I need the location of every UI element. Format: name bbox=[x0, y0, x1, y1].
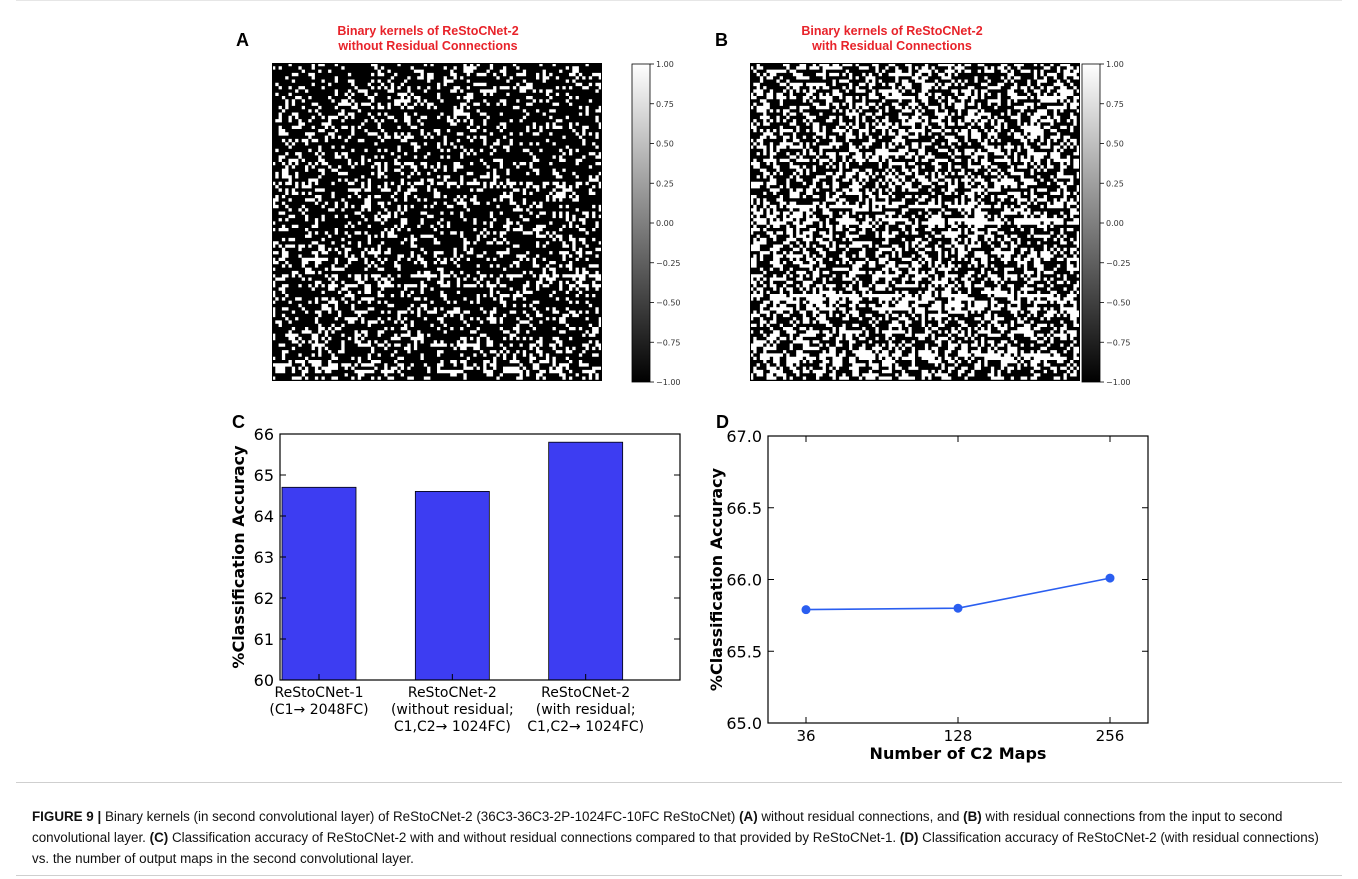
y-tick-label: 60 bbox=[254, 671, 274, 690]
plot-frame bbox=[767, 435, 1149, 724]
panel-a-title-line1: Binary kernels of ReStoCNet-2 bbox=[337, 24, 519, 38]
bar bbox=[548, 441, 624, 681]
y-tick-label: 65.5 bbox=[726, 642, 762, 661]
y-tick-label: 66.5 bbox=[726, 499, 762, 518]
figure-caption: FIGURE 9 | Binary kernels (in second con… bbox=[32, 806, 1332, 869]
colorbar-a: 1.00 0.75 0.50 0.25 0.00 −0.25 −0.50 −0.75 −1.00 bbox=[631, 60, 681, 387]
y-tick-label: 65.0 bbox=[726, 714, 762, 733]
y-tick-label: 63 bbox=[254, 548, 274, 567]
colorbar-tick-label: 1.00 bbox=[656, 60, 674, 69]
colorbar-tick-label: −0.25 bbox=[1106, 259, 1131, 268]
y-tick-label: 66 bbox=[254, 426, 274, 444]
caption-text-4: Classification accuracy of ReStoCNet-2 w… bbox=[168, 830, 900, 845]
x-tick-label: 256 bbox=[1096, 727, 1125, 745]
y-tick-label: 61 bbox=[254, 630, 274, 649]
colorbar-gradient bbox=[1081, 63, 1101, 383]
x-tick-label: ReStoCNet-1 bbox=[275, 685, 364, 701]
kernel-frame bbox=[272, 63, 602, 381]
colorbar-tick-label: 0.50 bbox=[1106, 140, 1124, 149]
colorbar-tick-label: 0.00 bbox=[656, 219, 674, 228]
caption-text-1: Binary kernels (in second convolutional … bbox=[101, 809, 740, 824]
caption-ref-b: (B) bbox=[963, 809, 982, 824]
colorbar-tick-label: −1.00 bbox=[1106, 378, 1131, 387]
caption-text-5: Classification accuracy of ReStoCNet-2 (… bbox=[32, 830, 1319, 866]
panel-a-title: Binary kernels of ReStoCNet-2 without Re… bbox=[278, 24, 578, 54]
colorbar-tick-label: 0.25 bbox=[1106, 179, 1124, 188]
kernel-frame bbox=[750, 63, 1080, 381]
colorbar-tick-label: 0.25 bbox=[656, 179, 674, 188]
y-tick-label: 65 bbox=[254, 466, 274, 485]
caption-ref-d: (D) bbox=[899, 830, 919, 845]
kernel-map-b bbox=[750, 63, 1080, 381]
colorbar-tick-label: −0.75 bbox=[656, 338, 681, 347]
colorbar-tick-label: −0.25 bbox=[656, 259, 681, 268]
y-tick-label: 64 bbox=[254, 507, 274, 526]
data-point bbox=[1105, 573, 1115, 583]
caption-ref-a: (A) bbox=[739, 809, 758, 824]
y-tick-label: 66.0 bbox=[726, 571, 762, 590]
kernel-map-a bbox=[272, 63, 602, 381]
colorbar-tick-label: −0.75 bbox=[1106, 338, 1131, 347]
caption-label: FIGURE 9 | bbox=[32, 809, 102, 824]
colorbar-tick-label: 0.75 bbox=[656, 100, 674, 109]
top-rule bbox=[16, 0, 1342, 1]
caption-ref-c: (C) bbox=[149, 830, 169, 845]
colorbar-tick-label: −1.00 bbox=[656, 378, 681, 387]
y-axis-label: %Classification Accuracy bbox=[707, 467, 726, 691]
x-tick-label: (C1→ 2048FC) bbox=[269, 702, 368, 718]
panel-b-title: Binary kernels of ReStoCNet-2 with Resid… bbox=[742, 24, 1042, 54]
caption-box bbox=[16, 782, 1342, 876]
panel-b-title-line1: Binary kernels of ReStoCNet-2 bbox=[801, 24, 983, 38]
x-tick-label: 36 bbox=[796, 727, 815, 745]
colorbar-tick-label: 0.75 bbox=[1106, 100, 1124, 109]
panel-a-title-line2: without Residual Connections bbox=[338, 39, 518, 53]
colorbar-tick-label: −0.50 bbox=[1106, 299, 1131, 308]
x-tick-label: C1,C2→ 1024FC) bbox=[527, 719, 644, 735]
bar bbox=[414, 491, 490, 681]
x-tick-label: (with residual; bbox=[536, 702, 636, 718]
x-tick-label: 128 bbox=[944, 727, 973, 745]
x-tick-label: ReStoCNet-2 bbox=[541, 685, 630, 701]
panel-letter-c: C bbox=[232, 412, 245, 432]
colorbar-tick-label: 0.00 bbox=[1106, 219, 1124, 228]
panel-letter-d: D bbox=[716, 412, 729, 432]
kernel-white-cells bbox=[750, 63, 1080, 380]
panel-letter-b: B bbox=[715, 30, 728, 50]
colorbar-tick-label: 1.00 bbox=[1106, 60, 1124, 69]
x-tick-label: (without residual; bbox=[391, 702, 514, 718]
caption-text-2: without residual connections, and bbox=[757, 809, 964, 824]
colorbar-b: 1.00 0.75 0.50 0.25 0.00 −0.25 −0.50 −0.75 −1.00 bbox=[1081, 60, 1131, 387]
colorbar-tick-label: −0.50 bbox=[656, 299, 681, 308]
y-axis-label: %Classification Accuracy bbox=[229, 445, 248, 669]
x-tick-label: C1,C2→ 1024FC) bbox=[394, 719, 511, 735]
x-axis-label: Number of C2 Maps bbox=[870, 744, 1047, 763]
bar-chart: 60 61 62 63 64 65 66 ReStoCNet-1(C1→ 2048FC) ReS… bbox=[229, 426, 681, 735]
colorbar-tick-label: 0.50 bbox=[656, 140, 674, 149]
data-point bbox=[801, 605, 811, 615]
y-tick-label: 67.0 bbox=[726, 427, 762, 446]
panel-letter-a: A bbox=[236, 30, 249, 50]
data-point bbox=[953, 603, 963, 613]
x-tick-label: ReStoCNet-2 bbox=[408, 685, 497, 701]
line-chart: 65.0 65.5 66.0 66.5 67.0 36 128 256 Number of C2… bbox=[707, 427, 1149, 763]
kernel-white-cells bbox=[272, 63, 602, 380]
colorbar-gradient bbox=[631, 63, 651, 383]
y-tick-label: 62 bbox=[254, 589, 274, 608]
caption-text-3: with residual connections from the input… bbox=[32, 809, 1283, 845]
panel-b-title-line2: with Residual Connections bbox=[812, 39, 972, 53]
bar bbox=[281, 486, 357, 681]
